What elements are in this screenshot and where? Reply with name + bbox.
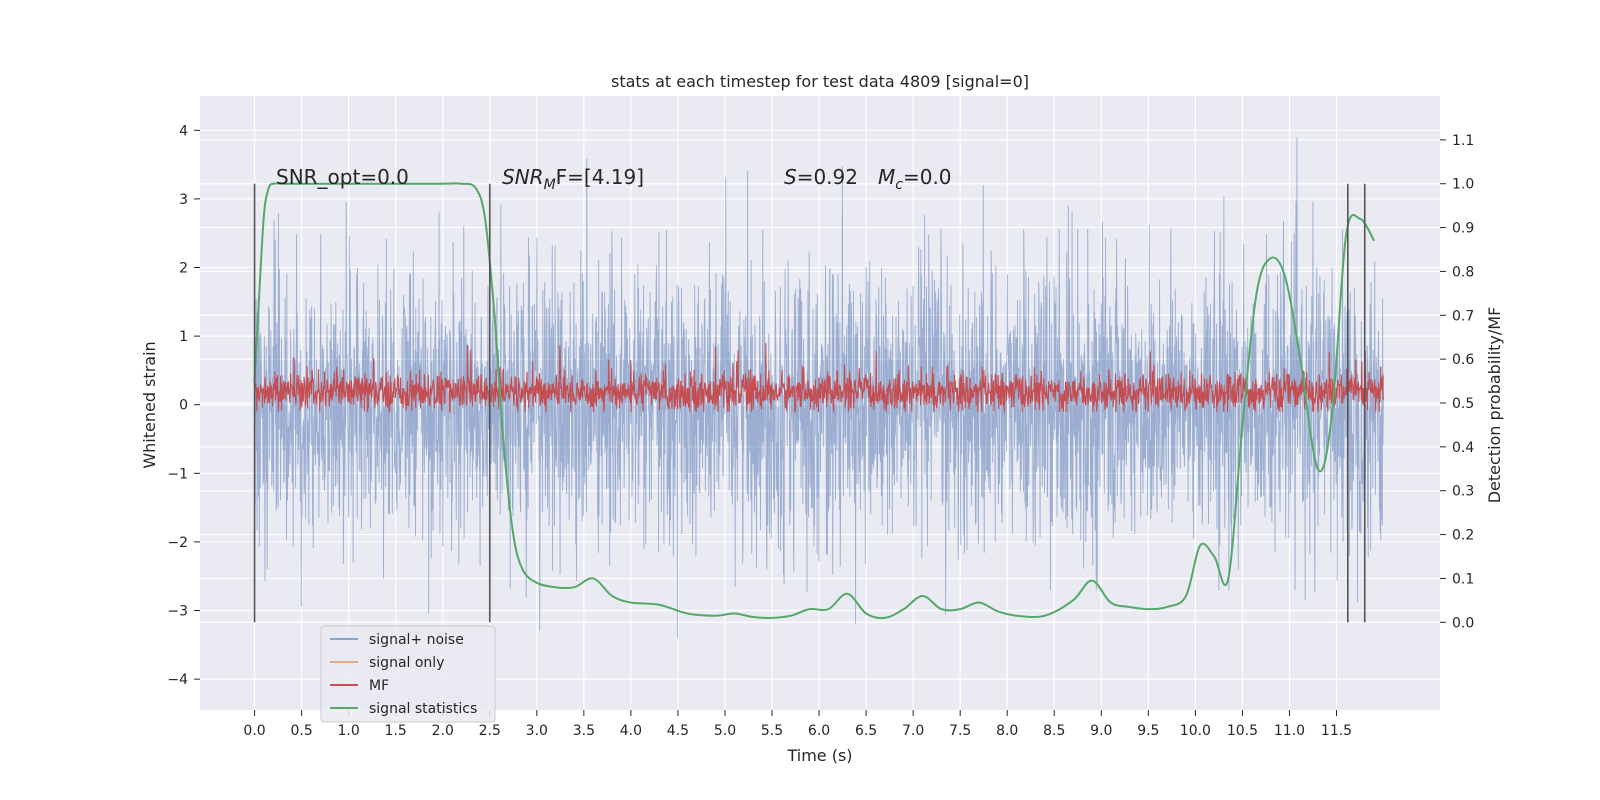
snr-mf-sub: M <box>544 177 556 193</box>
y-right-tick-label: 1.1 <box>1452 133 1474 149</box>
series-mf <box>254 342 1385 413</box>
x-tick-label: 10.5 <box>1227 723 1258 739</box>
legend-box <box>320 625 496 723</box>
y-left-tick-label: 3 <box>179 192 188 208</box>
y-right-tick-label: 0.9 <box>1452 221 1474 237</box>
y-left-tick-label: −1 <box>167 466 188 482</box>
x-tick-label: 0.5 <box>290 723 312 739</box>
series-signal-statistics <box>253 182 1376 620</box>
y-left-tick-label: 1 <box>179 329 188 345</box>
annotation-s: S=0.92 <box>784 165 858 189</box>
legend-label-signal-statistics: signal statistics <box>369 701 477 717</box>
x-tick-label: 11.0 <box>1274 723 1305 739</box>
y-right-axis-label: Detection probability/MF <box>1485 307 1504 504</box>
y-left-ticks: −4 −3 −2 −1 0 1 2 3 4 <box>167 123 200 688</box>
x-tick-label: 3.5 <box>573 723 595 739</box>
x-tick-label: 8.0 <box>996 723 1018 739</box>
y-right-tick-label: 1.0 <box>1452 177 1474 193</box>
x-tick-label: 5.0 <box>714 723 736 739</box>
noise-layer <box>254 137 1384 638</box>
y-left-tick-label: −4 <box>167 672 188 688</box>
series-signal-noise <box>254 137 1384 638</box>
y-right-ticks: 0.0 0.1 0.2 0.3 0.4 0.5 0.6 0.7 0.8 0.9 1.0 1.1 <box>1440 133 1474 631</box>
y-right-tick-label: 0.6 <box>1452 352 1474 368</box>
s-var: S <box>784 165 797 189</box>
annotation-mc: Mc=0.0 <box>878 165 952 193</box>
x-tick-label: 6.0 <box>808 723 830 739</box>
mc-sub: c <box>895 177 903 193</box>
y-left-tick-label: 4 <box>179 123 188 139</box>
x-tick-label: 4.0 <box>620 723 642 739</box>
mc-var: M <box>878 165 895 189</box>
y-right-tick-label: 0.3 <box>1452 484 1474 500</box>
x-tick-label: 4.5 <box>667 723 689 739</box>
stat-layer <box>253 182 1376 620</box>
x-tick-label: 1.0 <box>338 723 360 739</box>
x-tick-label: 1.5 <box>385 723 407 739</box>
s-val: =0.92 <box>797 165 858 189</box>
y-right-tick-label: 0.4 <box>1452 440 1474 456</box>
mf-layer <box>254 342 1385 413</box>
x-tick-label: 7.5 <box>949 723 971 739</box>
y-right-tick-label: 0.5 <box>1452 396 1474 412</box>
y-right-tick-label: 0.8 <box>1452 264 1474 280</box>
chart-title: stats at each timestep for test data 480… <box>611 72 1029 91</box>
x-tick-label: 0.0 <box>243 723 265 739</box>
x-tick-label: 7.0 <box>902 723 924 739</box>
x-tick-label: 8.5 <box>1043 723 1065 739</box>
mc-val: =0.0 <box>903 165 952 189</box>
x-tick-label: 11.5 <box>1321 723 1352 739</box>
legend-label-mf: MF <box>369 678 389 694</box>
y-right-tick-label: 0.0 <box>1452 615 1474 631</box>
x-tick-label: 2.5 <box>479 723 501 739</box>
y-left-axis-label: Whitened strain <box>140 341 159 468</box>
x-ticks: 0.0 0.5 1.0 1.5 2.0 2.5 3.0 3.5 4.0 4.5 5.0 5.5 6.0 6… <box>243 710 1352 739</box>
y-right-tick-label: 0.7 <box>1452 308 1474 324</box>
y-left-tick-label: −3 <box>167 604 188 620</box>
y-left-tick-label: −2 <box>167 535 188 551</box>
y-right-tick-label: 0.2 <box>1452 528 1474 544</box>
y-right-tick-label: 0.1 <box>1452 571 1474 587</box>
annotation-snr-opt: SNR_opt=0.0 <box>276 165 409 189</box>
x-tick-label: 6.5 <box>855 723 877 739</box>
snr-mf-val: F=[4.19] <box>556 165 644 189</box>
x-tick-label: 9.0 <box>1090 723 1112 739</box>
x-tick-label: 10.0 <box>1180 723 1211 739</box>
annotation-snr-mf: SNRMF=[4.19] <box>502 165 644 193</box>
x-tick-label: 2.0 <box>432 723 454 739</box>
legend-label-signal-only: signal only <box>369 655 444 671</box>
y-left-tick-label: 0 <box>179 398 188 414</box>
x-tick-label: 3.0 <box>526 723 548 739</box>
legend-label-signal-noise: signal+ noise <box>369 632 464 648</box>
y-left-tick-label: 2 <box>179 261 188 277</box>
x-axis-label: Time (s) <box>786 746 852 765</box>
x-tick-label: 9.5 <box>1137 723 1159 739</box>
vline-layer <box>253 183 1366 623</box>
snr-mf-var: SNR <box>502 165 544 189</box>
x-tick-label: 5.5 <box>761 723 783 739</box>
legend: signal+ noise signal only MF signal stat… <box>320 625 496 723</box>
